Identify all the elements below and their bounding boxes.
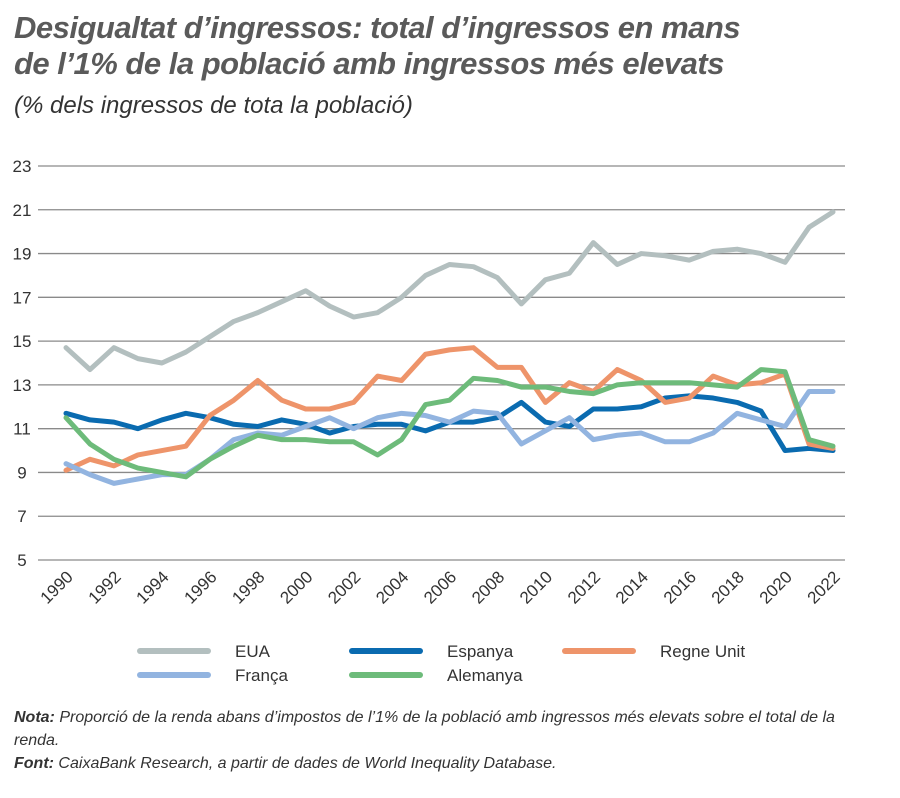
y-tick-label: 21 [13, 201, 32, 220]
y-tick-label: 23 [13, 157, 32, 176]
x-tick-label: 2012 [564, 567, 604, 607]
y-tick-label: 9 [17, 463, 26, 482]
note-label: Nota: [14, 709, 55, 726]
source-label: Font: [14, 755, 54, 772]
series-line-frança [63, 388, 836, 486]
source: Font: CaixaBank Research, a partir de da… [14, 752, 884, 775]
y-tick-label: 15 [13, 332, 32, 351]
series-line-alemanya [63, 367, 836, 480]
x-tick-label: 2018 [708, 567, 748, 607]
x-tick-label: 1992 [85, 567, 125, 607]
note: Nota: Proporció de la renda abans d’impo… [14, 706, 884, 752]
chart-title: Desigualtat d’ingressos: total d’ingress… [14, 10, 741, 82]
x-tick-label: 2014 [612, 567, 652, 607]
legend-label: França [235, 666, 288, 685]
y-tick-label: 19 [13, 245, 32, 264]
x-tick-label: 2020 [756, 567, 796, 607]
y-tick-label: 7 [17, 507, 26, 526]
x-tick-label: 2002 [324, 567, 364, 607]
x-tick-label: 1998 [228, 567, 268, 607]
y-tick-label: 11 [13, 420, 31, 439]
x-tick-label: 2016 [660, 567, 700, 607]
x-tick-label: 2022 [804, 567, 844, 607]
x-tick-label: 2000 [276, 567, 316, 607]
y-tick-label: 17 [13, 288, 32, 307]
y-tick-label: 13 [13, 376, 32, 395]
x-tick-label: 1996 [180, 567, 220, 607]
chart-subtitle: (% dels ingressos de tota la població) [14, 92, 413, 119]
series-line-eua [63, 209, 836, 373]
x-tick-label: 2004 [372, 567, 412, 607]
y-tick-label: 5 [17, 551, 26, 570]
footnotes: Nota: Proporció de la renda abans d’impo… [14, 706, 884, 775]
legend-label: Regne Unit [660, 642, 745, 661]
x-tick-label: 2006 [420, 567, 460, 607]
x-tick-label: 2010 [516, 567, 556, 607]
source-text: CaixaBank Research, a partir de dades de… [53, 755, 557, 772]
legend-label: EUA [235, 642, 271, 661]
legend-label: Alemanya [447, 666, 523, 685]
series-line-regne-unit [63, 345, 836, 473]
legend-label: Espanya [447, 642, 514, 661]
x-tick-label: 1990 [37, 567, 77, 607]
note-text: Proporció de la renda abans d’impostos d… [14, 709, 835, 749]
x-tick-label: 2008 [468, 567, 508, 607]
title-line-2: de l’1% de la població amb ingressos més… [14, 46, 724, 81]
x-tick-label: 1994 [133, 567, 173, 607]
title-line-1: Desigualtat d’ingressos: total d’ingress… [14, 10, 741, 45]
